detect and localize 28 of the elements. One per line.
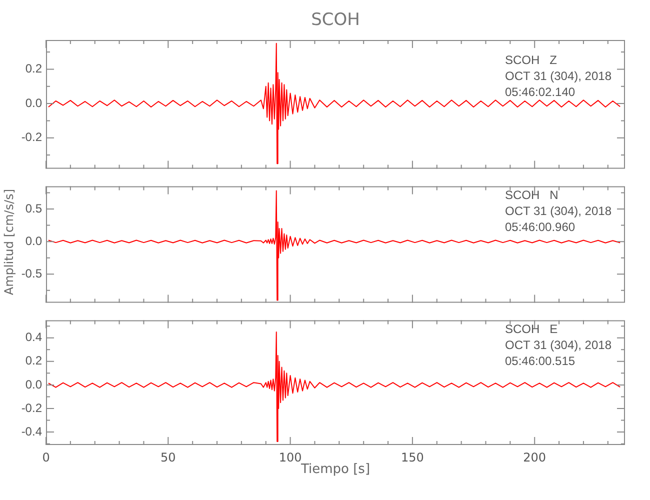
x-tick-label: 50 bbox=[160, 450, 176, 464]
chart-title: SCOH bbox=[310, 10, 361, 30]
y-tick-label: -0.4 bbox=[21, 424, 42, 438]
x-tick-label: 150 bbox=[401, 450, 424, 464]
annotation: SCOH E bbox=[505, 321, 559, 337]
y-tick-label: 0.0 bbox=[25, 234, 42, 248]
annotation: SCOH N bbox=[505, 187, 560, 203]
x-tick-label: 0 bbox=[42, 450, 50, 464]
x-axis-title: Tiempo [s] bbox=[300, 462, 370, 477]
annotation: OCT 31 (304), 2018 bbox=[505, 203, 612, 219]
annotation: OCT 31 (304), 2018 bbox=[505, 68, 612, 84]
y-tick-label: 0.2 bbox=[25, 62, 42, 76]
annotation: OCT 31 (304), 2018 bbox=[505, 337, 612, 353]
annotation: 05:46:00.960 bbox=[505, 219, 576, 235]
annotation: 05:46:00.515 bbox=[505, 353, 576, 369]
x-tick-label: 100 bbox=[278, 450, 302, 464]
annotation: 05:46:02.140 bbox=[505, 84, 576, 100]
y-tick-label: 0.0 bbox=[25, 96, 42, 110]
y-tick-label: 0.0 bbox=[25, 377, 42, 392]
y-tick-label: -0.5 bbox=[21, 266, 42, 280]
y-tick-label: 0.4 bbox=[25, 330, 42, 344]
y-tick-label: 0.5 bbox=[25, 201, 42, 216]
y-tick-label: 0.2 bbox=[25, 354, 42, 368]
y-axis-title: Amplitud [cm/s/s] bbox=[2, 188, 16, 296]
x-tick-label: 200 bbox=[523, 450, 546, 464]
y-tick-label: -0.2 bbox=[21, 400, 42, 415]
y-tick-label: -0.2 bbox=[21, 130, 42, 144]
annotation: SCOH Z bbox=[505, 52, 558, 68]
